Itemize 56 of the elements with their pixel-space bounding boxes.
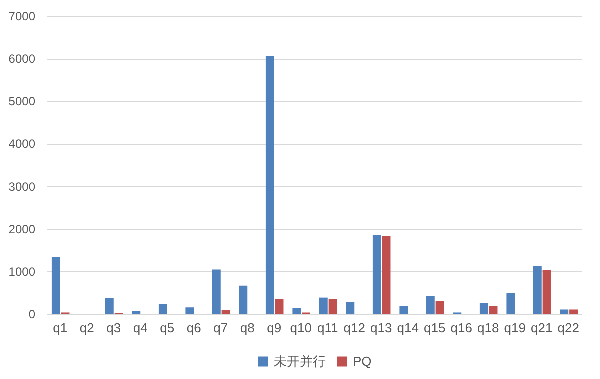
bar <box>426 296 435 314</box>
bar <box>480 303 488 314</box>
y-tick-label: 2000 <box>8 222 36 236</box>
legend-label: PQ <box>353 354 372 369</box>
bar <box>266 56 274 314</box>
x-tick-label: q11 <box>318 320 338 336</box>
bar <box>382 236 391 314</box>
bar <box>292 308 302 314</box>
bar <box>570 310 578 314</box>
y-tick-label: 5000 <box>8 94 36 109</box>
x-tick-label: q1 <box>53 320 68 336</box>
bar <box>319 298 328 314</box>
y-tick-label: 3000 <box>8 180 36 194</box>
bar <box>560 310 569 314</box>
bar <box>506 293 516 314</box>
x-tick-label: q9 <box>267 320 282 336</box>
bar <box>212 270 221 314</box>
x-tick-label: q22 <box>558 320 580 336</box>
bar <box>132 311 141 314</box>
x-tick-label: q2 <box>80 320 94 336</box>
bar <box>436 301 444 314</box>
x-tick-label: q8 <box>240 320 255 336</box>
x-tick-label: q21 <box>531 320 553 336</box>
x-tick-label: q18 <box>478 320 500 336</box>
bar <box>372 235 382 314</box>
legend-label: 未开并行 <box>274 354 326 369</box>
bar <box>186 308 194 314</box>
y-tick-label: 6000 <box>8 52 36 66</box>
bar <box>52 257 60 314</box>
x-tick-label: q5 <box>160 320 175 336</box>
y-tick-label: 1000 <box>8 264 36 279</box>
y-tick-label: 0 <box>28 308 36 322</box>
y-tick-label: 7000 <box>8 10 36 24</box>
bar <box>400 306 408 314</box>
bar <box>105 298 114 314</box>
x-tick-label: q19 <box>504 320 526 336</box>
x-tick-label: q7 <box>214 320 228 336</box>
bar <box>542 270 552 314</box>
x-tick-label: q3 <box>106 320 122 336</box>
y-tick-label: 4000 <box>8 137 36 152</box>
bar <box>158 304 168 314</box>
bar <box>346 302 355 314</box>
x-tick-label: q14 <box>397 320 419 336</box>
x-tick-label: q12 <box>344 320 366 336</box>
x-tick-label: q10 <box>290 320 312 336</box>
x-tick-label: q6 <box>186 320 202 336</box>
bar <box>275 299 284 314</box>
x-tick-label: q16 <box>450 320 472 336</box>
x-tick-label: q13 <box>370 320 392 336</box>
x-tick-label: q15 <box>424 320 446 336</box>
bar <box>328 299 338 314</box>
bar <box>489 306 498 314</box>
x-tick-label: q4 <box>133 320 148 336</box>
bar <box>239 286 248 314</box>
bar <box>533 266 542 314</box>
bar <box>222 310 230 314</box>
